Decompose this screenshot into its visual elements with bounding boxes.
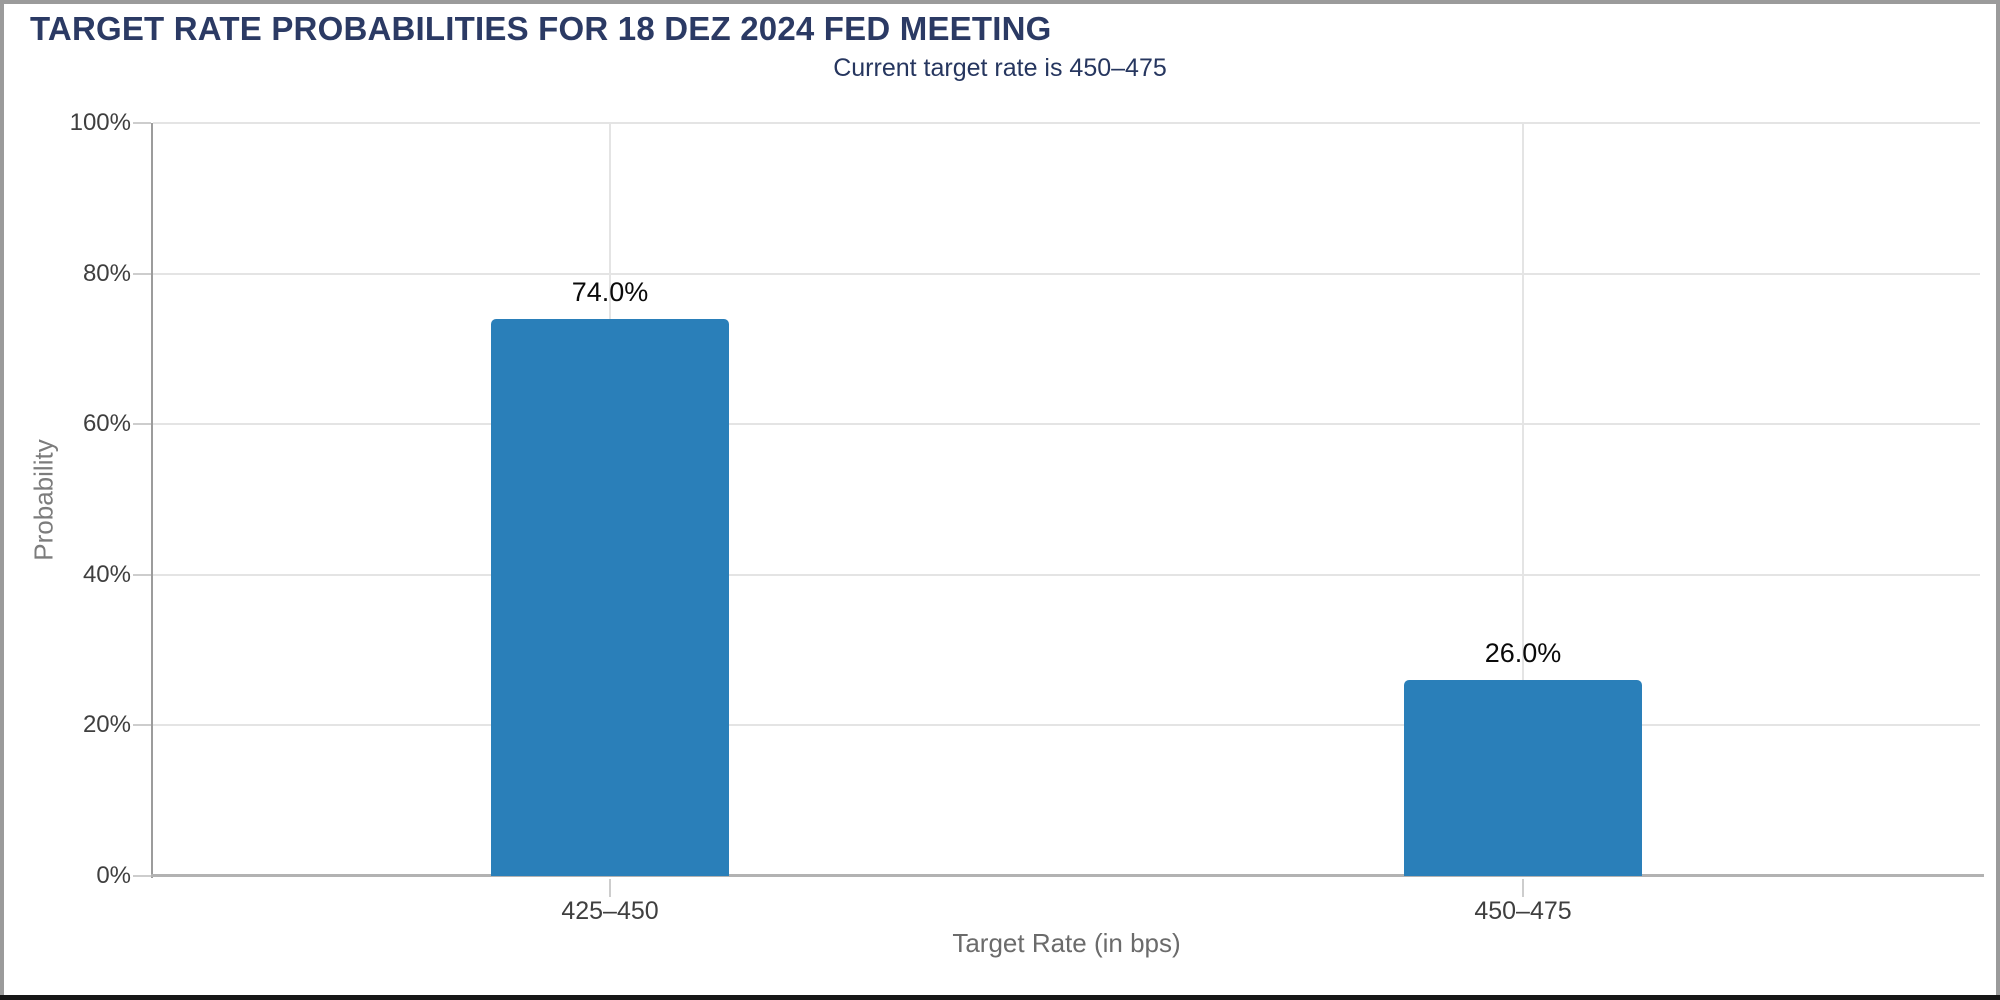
y-gridline: [153, 273, 1980, 275]
x-gridline: [1522, 123, 1524, 876]
y-gridline: [153, 423, 1980, 425]
y-tick-label: 80%: [82, 260, 131, 287]
y-axis-title: Probability: [28, 439, 59, 561]
chart-bar[interactable]: [491, 319, 729, 876]
y-tickmark: [133, 273, 151, 275]
bar-value-label: 74.0%: [571, 277, 649, 307]
bar-value-label: 26.0%: [1484, 638, 1562, 668]
y-tickmark: [133, 724, 151, 726]
y-gridline: [153, 122, 1980, 124]
y-tick-label: 0%: [96, 862, 131, 889]
y-tick-label: 100%: [69, 109, 131, 136]
x-tickmark: [609, 879, 611, 897]
chart-title: TARGET RATE PROBABILITIES FOR 18 DEZ 202…: [30, 10, 1052, 47]
y-tickmark: [133, 574, 151, 576]
y-axis-line: [151, 123, 153, 878]
y-tick-label: 60%: [82, 410, 131, 437]
window-bottom-edge: [0, 995, 2000, 1000]
y-tickmark: [133, 423, 151, 425]
x-axis-line: [151, 874, 1984, 877]
y-gridline: [153, 724, 1980, 726]
y-gridline: [153, 574, 1980, 576]
x-tick-label: 450–475: [1474, 897, 1572, 925]
y-tick-label: 40%: [82, 561, 131, 588]
x-tick-label: 425–450: [561, 897, 659, 925]
x-tickmark: [1522, 879, 1524, 897]
x-axis-title: Target Rate (in bps): [952, 928, 1181, 958]
chart-subtitle: Current target rate is 450–475: [833, 54, 1167, 82]
y-tick-label: 20%: [82, 711, 131, 738]
plot-area: 0% 20% 40% 60% 80% 100% 74.0% 425–450 26.0% 450–4…: [70, 109, 1984, 925]
y-tickmark: [133, 875, 151, 877]
y-tickmark: [133, 122, 151, 124]
chart-bar[interactable]: [1404, 680, 1642, 876]
